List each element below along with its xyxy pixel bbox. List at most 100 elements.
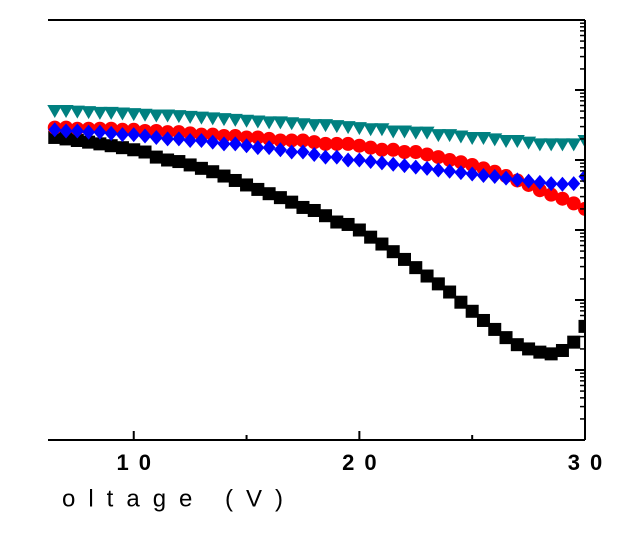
point: [127, 127, 141, 143]
point: [499, 331, 513, 345]
point: [352, 152, 366, 168]
point: [296, 200, 310, 214]
point: [216, 113, 232, 127]
point: [206, 165, 220, 179]
point: [138, 128, 152, 144]
point: [385, 125, 401, 139]
point: [330, 215, 344, 229]
point: [544, 176, 558, 192]
point: [193, 111, 209, 125]
point: [194, 132, 208, 148]
point: [82, 124, 96, 140]
point: [420, 147, 435, 162]
point: [319, 149, 333, 165]
point: [555, 176, 569, 192]
point: [487, 133, 503, 147]
point: [364, 230, 378, 244]
point: [397, 145, 412, 160]
point: [149, 129, 163, 145]
x-axis-label: oltage (V): [62, 485, 296, 512]
point: [149, 150, 163, 164]
point: [148, 109, 164, 123]
point: [104, 125, 118, 141]
point: [205, 112, 221, 126]
point: [509, 134, 525, 148]
point: [240, 138, 254, 154]
point: [296, 144, 310, 160]
point: [306, 119, 322, 133]
point: [341, 152, 355, 168]
point: [295, 133, 310, 148]
point: [465, 304, 479, 318]
point: [48, 130, 62, 144]
point: [319, 209, 333, 223]
point: [510, 172, 524, 188]
point: [544, 187, 559, 202]
point: [239, 114, 255, 128]
point: [104, 139, 118, 153]
point: [522, 173, 536, 189]
point: [273, 191, 287, 205]
point: [161, 131, 175, 147]
point: [419, 126, 435, 140]
point: [431, 150, 446, 165]
point: [183, 132, 197, 148]
point: [194, 161, 208, 175]
point: [476, 168, 490, 184]
point: [567, 335, 581, 349]
point: [126, 108, 142, 122]
point: [431, 162, 445, 178]
point: [262, 140, 276, 156]
point: [555, 343, 569, 357]
point: [499, 170, 513, 186]
point: [397, 158, 411, 174]
point: [443, 285, 457, 299]
point: [69, 105, 85, 119]
point: [284, 133, 299, 148]
point: [318, 136, 333, 151]
point: [251, 140, 265, 156]
point: [488, 169, 502, 185]
point: [59, 132, 73, 146]
point: [285, 144, 299, 160]
point: [272, 116, 288, 130]
point: [262, 131, 277, 146]
point: [206, 134, 220, 150]
point: [555, 191, 570, 206]
point: [464, 131, 480, 145]
point: [285, 195, 299, 209]
point: [228, 136, 242, 152]
point: [363, 140, 378, 155]
point: [465, 157, 480, 172]
point: [386, 156, 400, 172]
point: [182, 110, 198, 124]
point: [375, 237, 389, 251]
point: [453, 130, 469, 144]
point: [475, 131, 491, 145]
point: [341, 217, 355, 231]
point: [510, 338, 524, 352]
point: [70, 123, 84, 139]
point: [138, 145, 152, 159]
point: [340, 121, 356, 135]
point: [364, 154, 378, 170]
point: [408, 126, 424, 140]
point: [374, 142, 389, 157]
point: [386, 245, 400, 259]
point: [228, 173, 242, 187]
point: [330, 149, 344, 165]
point: [408, 145, 423, 160]
point: [318, 119, 334, 133]
point: [420, 160, 434, 176]
point: [273, 142, 287, 158]
point: [183, 158, 197, 172]
point: [498, 134, 514, 148]
point: [115, 141, 129, 155]
point: [554, 138, 570, 152]
point: [567, 176, 581, 192]
point: [295, 118, 311, 132]
plot-area: [47, 104, 585, 361]
point: [578, 319, 585, 333]
point: [566, 196, 581, 211]
